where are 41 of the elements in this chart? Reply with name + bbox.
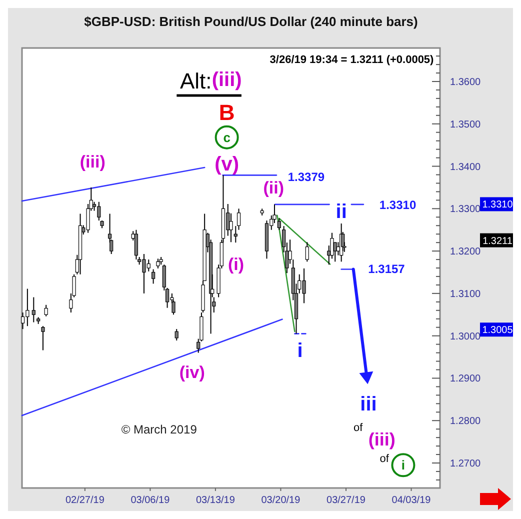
annotation: c [223,130,230,145]
annotation: B [218,100,235,125]
y-tick-label: 1.3300 [450,204,482,216]
annotation: 3/26/19 19:34 = 1.3211 (+0.0005) [270,54,434,66]
x-tick-label: 03/06/19 [130,495,170,506]
y-tick-label: 1.3500 [450,119,482,130]
annotation: iii [360,394,377,416]
annotation: (iv) [179,362,205,382]
x-tick-label: 02/27/19 [65,495,105,506]
text: 1.3211 [482,236,513,247]
text: 1.3005 [482,325,514,336]
x-tick-label: 03/27/19 [326,495,366,506]
x-tick-label: 03/13/19 [196,495,236,506]
annotation: (i) [228,254,244,274]
y-tick-label: 1.3200 [450,246,482,258]
annotation: of [353,422,364,434]
y-tick-label: 1.2900 [450,374,482,385]
y-tick-label: 1.2800 [450,416,482,428]
annotation: i [401,458,406,473]
y-tick-label: 1.3100 [450,288,482,300]
annotation: Alt: [180,68,212,94]
annotation: (v) [214,153,240,176]
annotation: of [380,452,390,465]
y-tick-label: 1.2700 [450,458,482,470]
annotation: (ii) [263,178,284,198]
x-tick-label: 04/03/19 [392,495,432,506]
chart-title: $GBP-USD: British Pound/US Dollar (240 minute bars) [84,14,418,29]
y-tick-label: 1.3400 [450,162,482,173]
annotation: 1.3157 [368,262,406,276]
annotation: 1.3379 [288,170,325,184]
annotation: © March 2019 [121,422,198,437]
annotation: 1.3310 [379,198,416,212]
annotation: i [297,340,303,362]
x-tick-label: 03/20/19 [261,495,301,506]
y-tick-label: 1.3000 [450,331,482,342]
text: 1.3310 [482,200,514,211]
y-tick-label: 1.3600 [450,76,482,88]
annotation: (iii) [212,68,242,91]
annotation: ii [336,201,347,224]
annotation: (iii) [368,429,396,450]
annotation: (iii) [80,152,106,172]
